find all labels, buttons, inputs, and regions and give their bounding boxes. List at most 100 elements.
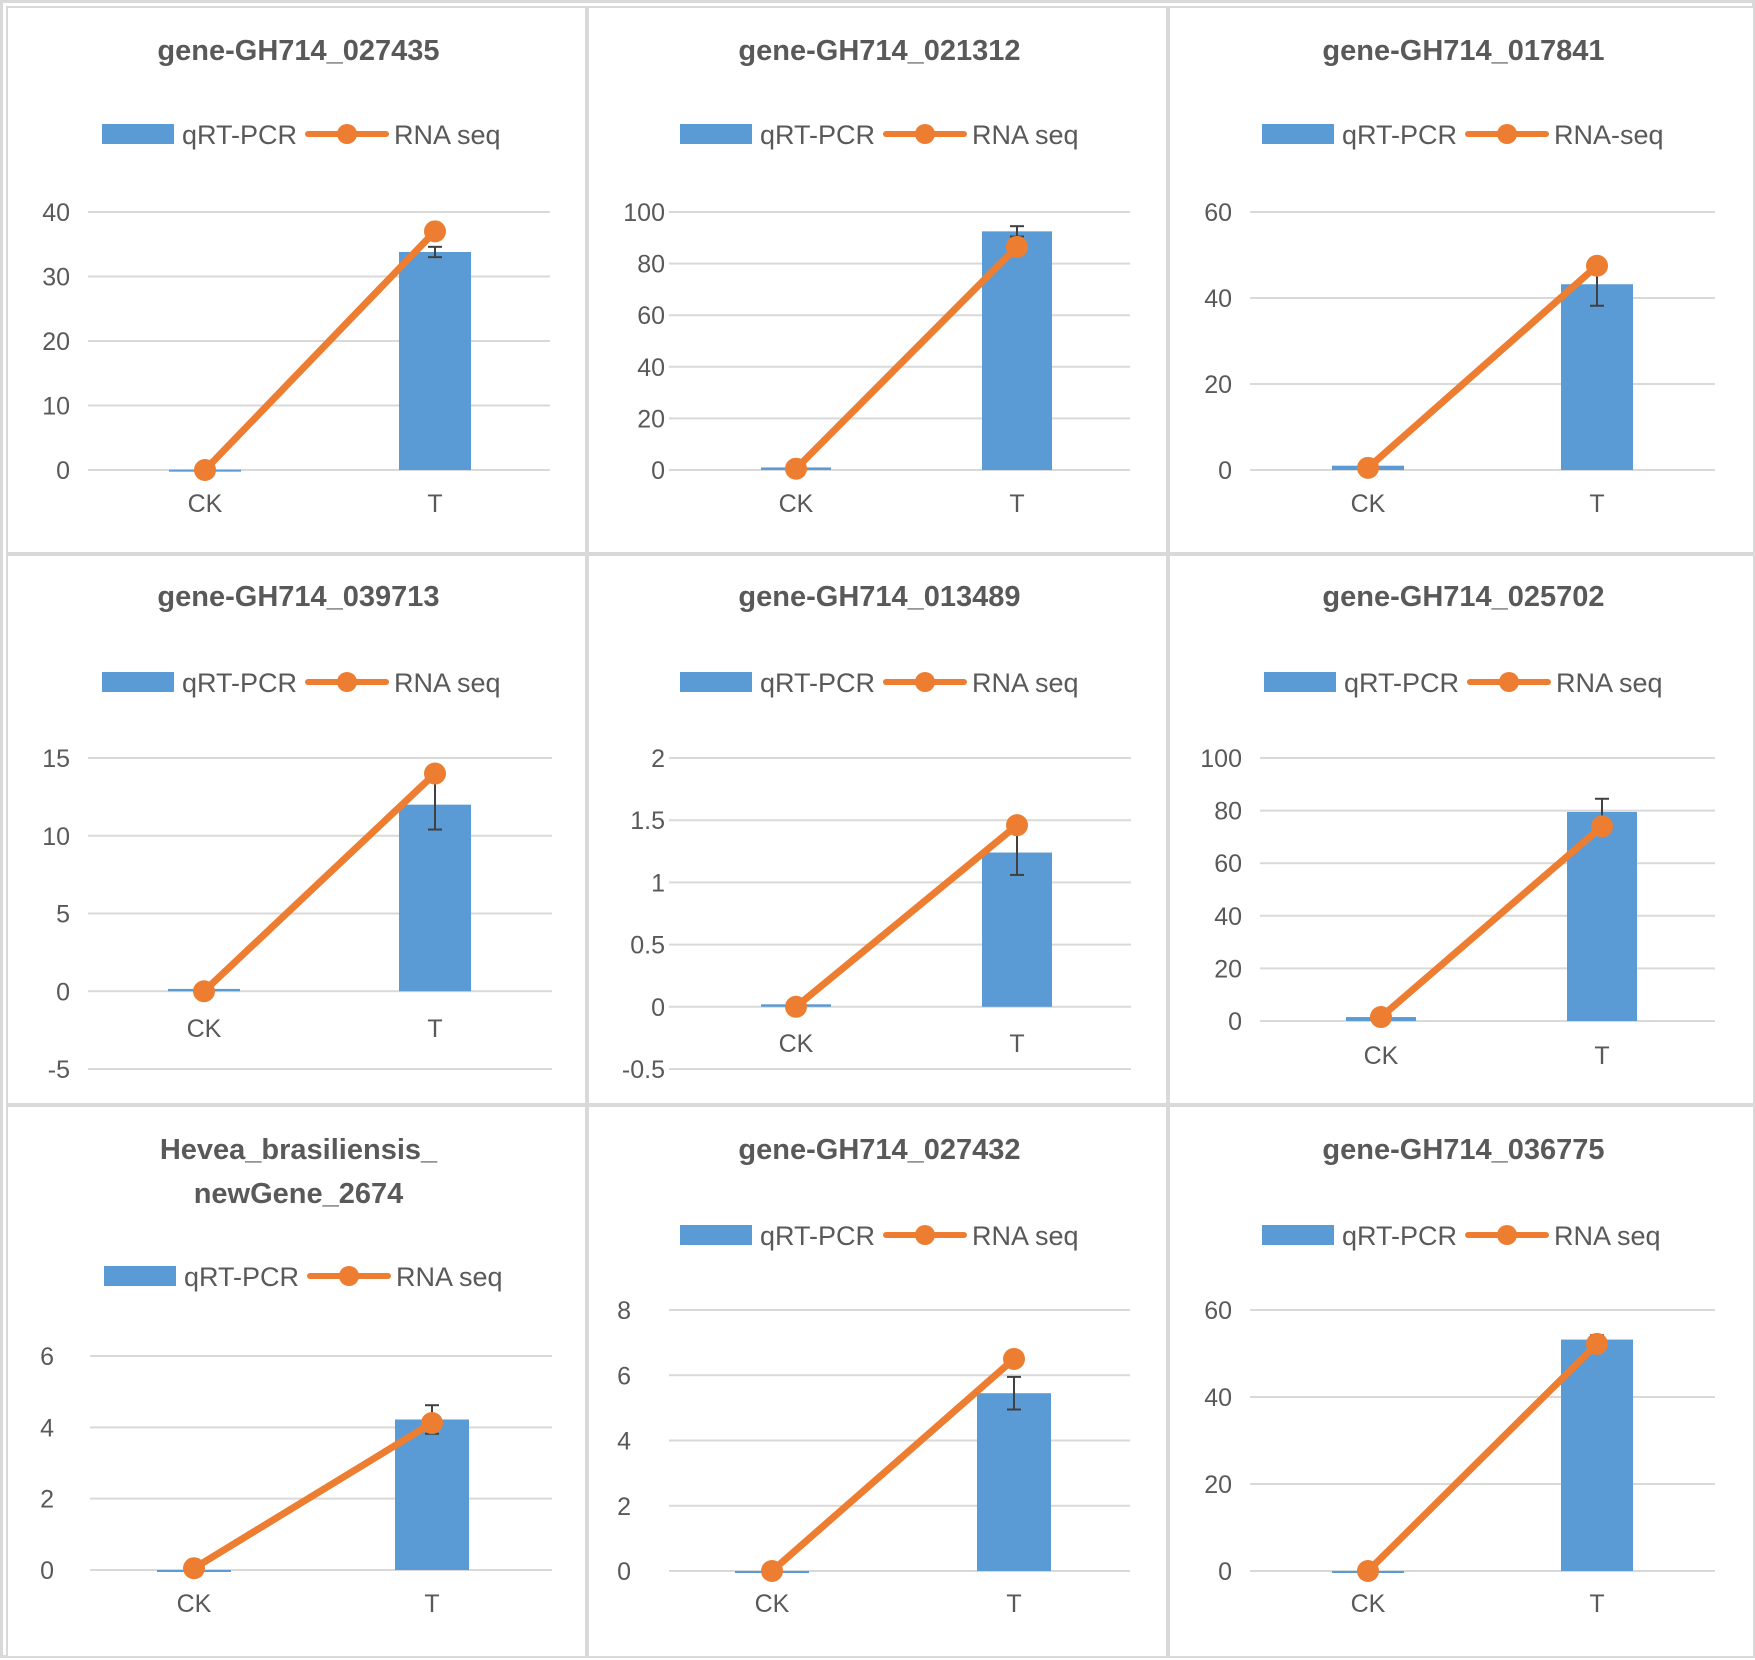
x-tick-label: T [1009, 1030, 1024, 1058]
series-line [792, 821, 1021, 1011]
line-point [1357, 456, 1379, 479]
x-tick-label: T [427, 490, 442, 518]
x-tick-label: CK [1351, 1590, 1386, 1618]
chart-svg: gene-GH714_013489 qRT-PCR RNA seq -0.5 0 0.5 1… [622, 581, 1131, 1084]
y-tick-label: 2 [651, 745, 665, 773]
legend-label-line: RNA seq [972, 120, 1079, 150]
line-point [183, 1557, 205, 1580]
y-tick-label: 4 [617, 1428, 631, 1456]
legend-label-bar: qRT-PCR [760, 1221, 875, 1251]
legend-label-line: RNA seq [394, 120, 501, 150]
bar [399, 804, 471, 992]
chart-svg: gene-GH714_021312 qRT-PCR RNA seq 0 20 40 60 80… [623, 35, 1130, 518]
bar [399, 251, 471, 470]
y-tick-label: 100 [1200, 745, 1242, 773]
line-point [1586, 254, 1608, 277]
legend-swatch-bar [102, 124, 174, 144]
line-point [785, 995, 807, 1018]
y-tick-label: 20 [1204, 1471, 1232, 1499]
legend-swatch-bar [1262, 124, 1334, 144]
y-tick-label: 100 [623, 199, 665, 227]
chart-panel-5: gene-GH714_013489 qRT-PCR RNA seq -0.5 0 0.5 1… [587, 554, 1168, 1105]
legend-swatch-marker [1497, 1225, 1517, 1245]
y-tick-label: 10 [42, 393, 70, 421]
y-tick-label: 1.5 [630, 807, 665, 835]
legend-swatch-marker [1499, 672, 1519, 692]
x-tick-label: CK [177, 1590, 212, 1618]
legend: qRT-PCR RNA seq [102, 668, 501, 698]
line-point [1586, 1332, 1608, 1355]
legend-swatch-bar [102, 672, 174, 692]
legend-swatch-marker [915, 1225, 935, 1245]
chart-title: gene-GH714_013489 [738, 581, 1020, 613]
y-tick-label: 8 [617, 1297, 631, 1325]
x-tick-label: T [1594, 1042, 1609, 1070]
chart-svg: gene-GH714_027432 qRT-PCR RNA seq 0 2 4 6 8 CK T [617, 1134, 1130, 1618]
line-point [1006, 814, 1028, 837]
x-tick-label: CK [1351, 490, 1386, 518]
x-tick-label: CK [188, 490, 223, 518]
chart-title: Hevea_brasiliensis_ [160, 1134, 438, 1166]
y-tick-label: 80 [1214, 798, 1242, 826]
legend-swatch-marker [1497, 124, 1517, 144]
legend-swatch-marker [337, 672, 357, 692]
legend-swatch-bar [680, 1225, 752, 1245]
chart-title: gene-GH714_036775 [1322, 1134, 1604, 1166]
legend-label-bar: qRT-PCR [182, 120, 297, 150]
x-tick-label: T [1589, 1590, 1604, 1618]
legend-label-bar: qRT-PCR [184, 1262, 299, 1292]
y-tick-label: -0.5 [622, 1056, 665, 1084]
legend-label-line: RNA seq [972, 1221, 1079, 1251]
chart-svg: Hevea_brasiliensis_ newGene_2674 qRT-PCR RN… [40, 1134, 552, 1618]
series-line [768, 1355, 1018, 1575]
y-tick-label: 80 [637, 251, 665, 279]
legend: qRT-PCR RNA seq [680, 668, 1079, 698]
legend-swatch-bar [1262, 1225, 1334, 1245]
y-tick-label: 2 [617, 1493, 631, 1521]
x-tick-label: CK [1364, 1042, 1399, 1070]
legend: qRT-PCR RNA seq [680, 1221, 1079, 1251]
bar [977, 1393, 1051, 1571]
y-tick-label: 20 [637, 405, 665, 433]
chart-panel-9: gene-GH714_036775 qRT-PCR RNA seq 0 20 40 60 CK… [1168, 1105, 1755, 1658]
chart-svg: gene-GH714_039713 qRT-PCR RNA seq -5 0 5 10 15 C… [42, 581, 552, 1084]
series-line [201, 227, 439, 474]
chart-title: gene-GH714_027435 [157, 35, 439, 67]
chart-title: gene-GH714_021312 [738, 35, 1020, 67]
legend-label-line: RNA seq [394, 668, 501, 698]
y-tick-label: 0 [56, 978, 70, 1006]
y-tick-label: 0 [651, 457, 665, 485]
y-tick-label: 4 [40, 1414, 54, 1442]
line-point [1357, 1560, 1379, 1582]
line-point [424, 762, 446, 785]
line-point [1006, 235, 1028, 258]
legend: qRT-PCR RNA-seq [1262, 120, 1664, 150]
chart-title: gene-GH714_039713 [157, 581, 439, 613]
series-line [200, 770, 439, 995]
chart-panel-7: Hevea_brasiliensis_ newGene_2674 qRT-PCR RN… [6, 1105, 587, 1658]
legend: qRT-PCR RNA seq [1264, 668, 1663, 698]
legend-label-bar: qRT-PCR [182, 668, 297, 698]
y-tick-label: 2 [40, 1486, 54, 1514]
y-tick-label: -5 [48, 1056, 70, 1084]
y-tick-label: 0 [1228, 1008, 1242, 1036]
line-point [1370, 1006, 1392, 1029]
y-tick-label: 6 [617, 1362, 631, 1390]
y-tick-label: 60 [1204, 1297, 1232, 1325]
legend-label-bar: qRT-PCR [1342, 1221, 1457, 1251]
y-tick-label: 0 [1218, 1558, 1232, 1586]
chart-svg: gene-GH714_036775 qRT-PCR RNA seq 0 20 40 60 CK… [1204, 1134, 1715, 1618]
chart-svg: gene-GH714_017841 qRT-PCR RNA-seq 0 20 40 60 CK… [1204, 35, 1715, 518]
y-tick-label: 10 [42, 823, 70, 851]
y-tick-label: 60 [1204, 199, 1232, 227]
y-tick-label: 0.5 [630, 932, 665, 960]
legend: qRT-PCR RNA seq [1262, 1221, 1661, 1251]
chart-panel-2: gene-GH714_021312 qRT-PCR RNA seq 0 20 40 60 80… [587, 6, 1168, 554]
x-tick-label: CK [755, 1590, 790, 1618]
x-tick-label: CK [779, 1030, 814, 1058]
x-tick-label: CK [779, 490, 814, 518]
y-tick-label: 40 [1204, 285, 1232, 313]
legend-swatch-marker [915, 672, 935, 692]
series-line [792, 243, 1021, 473]
